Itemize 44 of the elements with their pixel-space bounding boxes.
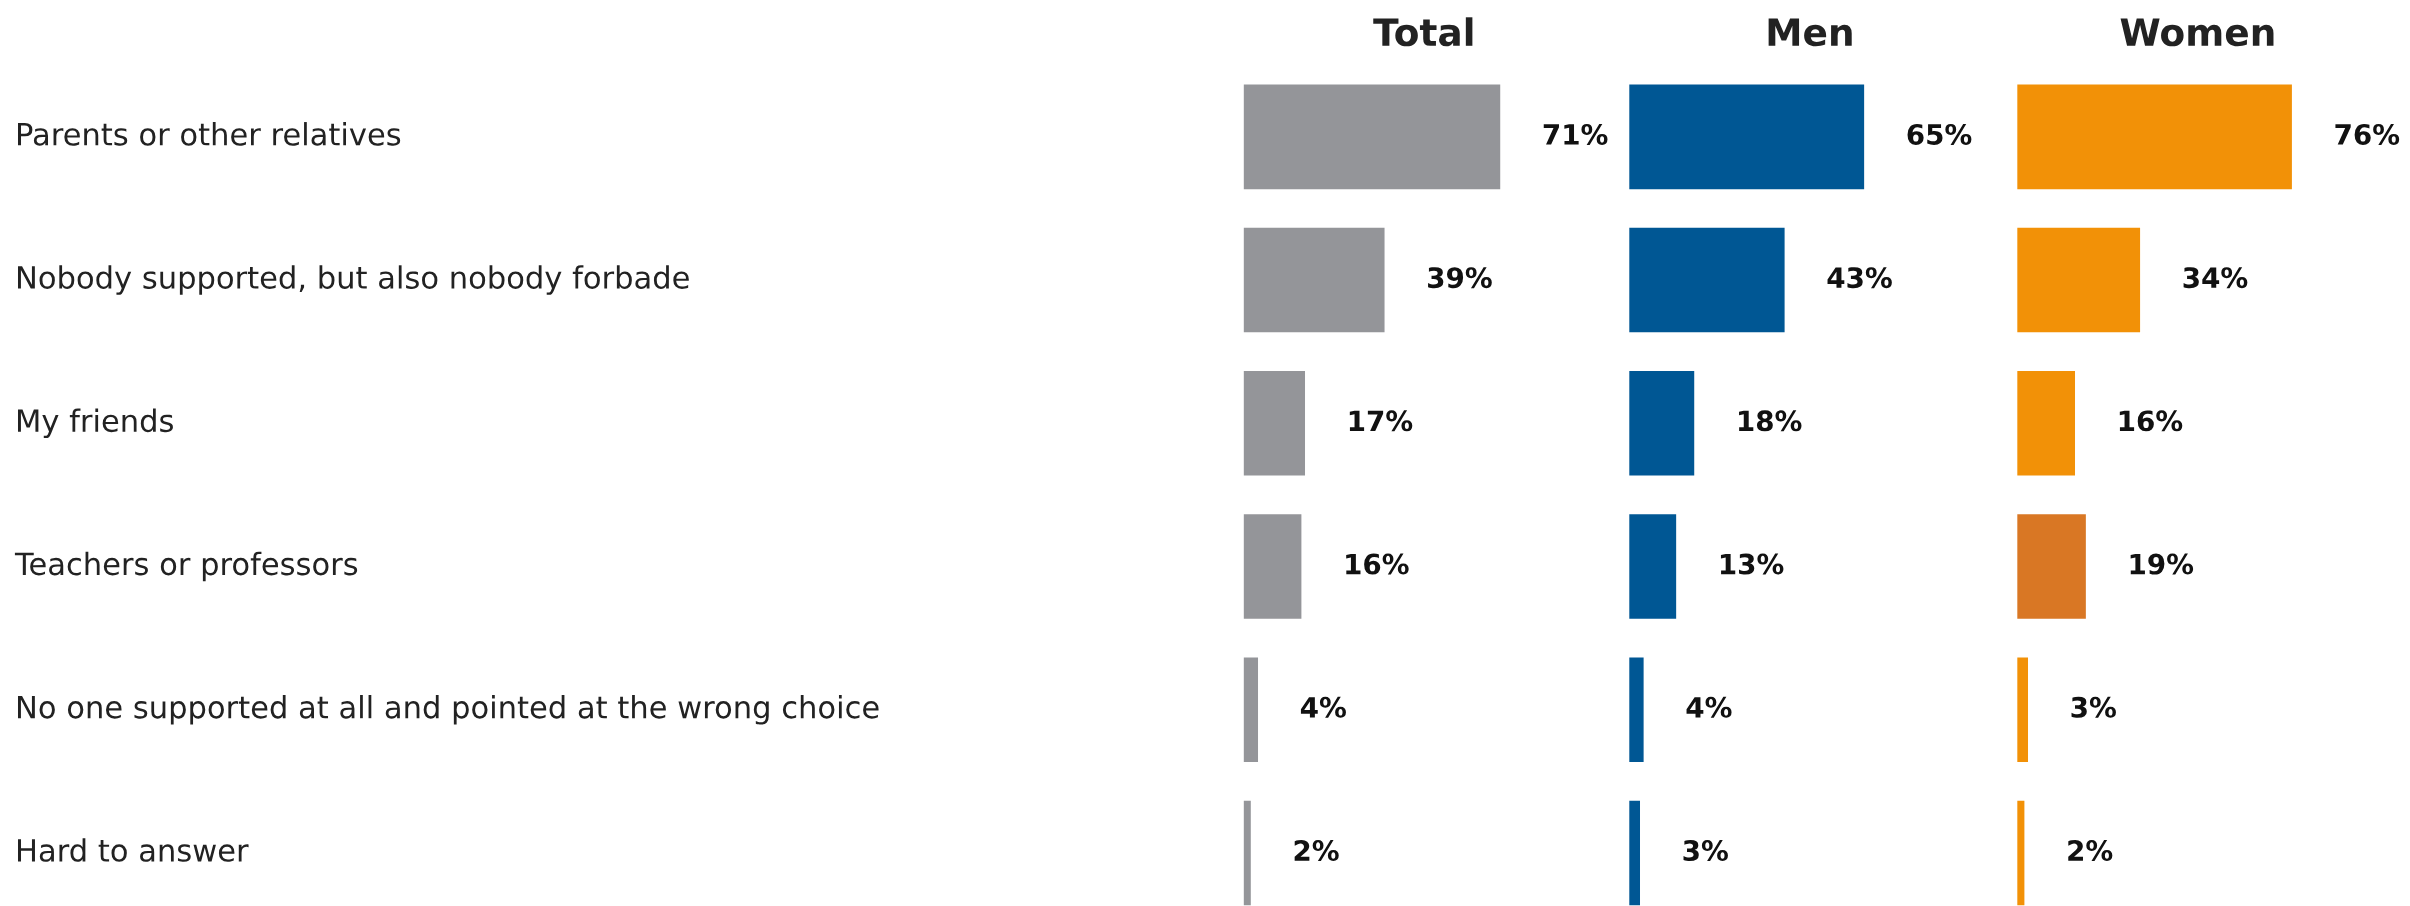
data-label: 34% [2183,267,2248,289]
y-tick-label: Parents or other relatives [18,122,401,146]
bar [2017,657,2029,763]
bar [1629,84,1865,190]
bar [1243,800,1251,906]
data-label: 4% [1300,696,1346,718]
y-tick-label: Nobody supported, but also nobody forbade [18,265,689,295]
data-label: 16% [1346,553,1409,575]
data-label: 76% [2335,123,2400,145]
data-label: 2% [2068,840,2113,862]
data-label: 43% [1827,267,1892,289]
data-label: 3% [2071,696,2116,718]
bar [1243,227,1385,333]
chart-title: Men [1768,18,1852,47]
data-label: 65% [1907,123,1972,145]
chart-title: Total [1373,17,1473,47]
bar [1629,514,1677,619]
bar [1629,657,1644,763]
data-label: 3% [1683,840,1728,862]
data-label: 71% [1543,123,1608,145]
y-tick-label: No one supported at all and pointed at the wrong choice [18,694,879,725]
bar [1243,371,1306,476]
data-label: 39% [1428,267,1492,289]
bar [1629,800,1641,906]
bar [1629,371,1695,476]
y-tick-label: Hard to answer [18,838,249,862]
data-label: 13% [1720,553,1784,575]
data-label: 4% [1686,696,1732,718]
bar [1243,514,1302,619]
bar [1243,657,1259,763]
bar [2017,84,2292,190]
bar [1629,227,1785,333]
bar [2017,227,2141,333]
chart-title: Women [2120,18,2274,47]
data-label: 18% [1739,410,1802,432]
bar [1243,84,1501,190]
data-label: 16% [2119,410,2183,432]
y-tick-label: My friends [18,408,173,439]
data-label: 2% [1294,840,1339,862]
bar [2017,371,2076,476]
data-label: 19% [2130,553,2194,575]
bar [2017,514,2086,619]
y-tick-label: Teachers or professors [14,551,358,582]
data-label: 17% [1349,410,1413,432]
